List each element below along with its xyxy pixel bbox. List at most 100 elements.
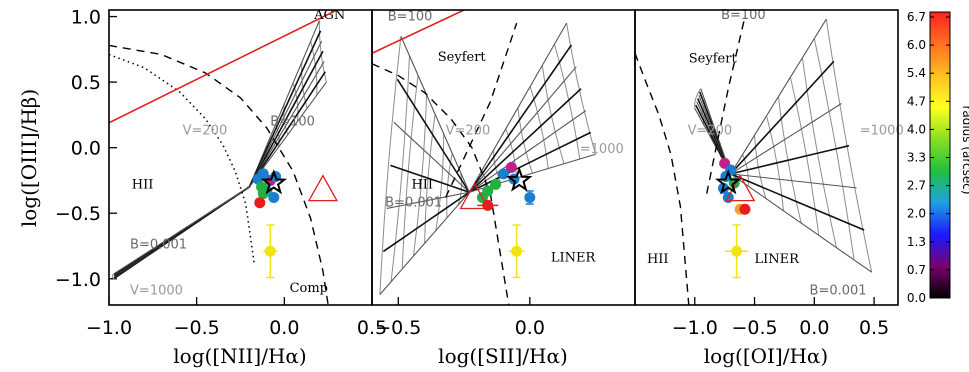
region-labels-sii: B=100 Seyfert HII V=200 B=0.001 =1000 LINER xyxy=(385,9,624,265)
colorbar-gradient xyxy=(929,11,951,299)
grid-line-velocity xyxy=(318,20,327,83)
grid-line-velocity xyxy=(301,62,308,109)
y-tick-label: −0.5 xyxy=(55,203,101,225)
data-point-radius-bin xyxy=(490,178,502,190)
region-label: B=0.001 xyxy=(130,238,187,253)
region-label: HII xyxy=(411,177,433,192)
region-label: =1000 xyxy=(580,142,624,157)
panel-frame-oi xyxy=(634,9,899,306)
triangle-marker xyxy=(459,182,490,210)
region-label: B=0.001 xyxy=(810,284,867,299)
x-tick-label: 0.0 xyxy=(515,317,545,339)
colorbar-tick-label: 2.0 xyxy=(907,207,926,221)
region-label: B=100 xyxy=(721,8,766,23)
star-marker-nucleus xyxy=(715,169,742,195)
panel-oi-ha: B=100 Seyfert V=200 =1000 HII LINER B=0.001 −1… xyxy=(634,8,904,368)
x-tick-label: −1.0 xyxy=(672,317,718,339)
panel-frame-nii xyxy=(108,9,373,306)
region-label: =1000 xyxy=(860,124,904,139)
x-axis-ticks-sii: −0.5 0.0 xyxy=(375,297,545,339)
data-point-radius-bin xyxy=(256,181,268,193)
colorbar-title: radius (arcsec) xyxy=(960,105,969,194)
boundary-curve xyxy=(109,10,338,124)
x-tick-label: 0.0 xyxy=(799,317,829,339)
region-label: Seyfert xyxy=(438,50,487,65)
data-point-radius-bin xyxy=(498,168,509,180)
boundary-curve xyxy=(372,10,465,54)
grid-line-velocity xyxy=(529,86,549,169)
grid-line-velocity xyxy=(493,149,502,183)
y-axis-title: log([OIII]/Hβ) xyxy=(17,89,41,227)
x-tick-label: 0.5 xyxy=(859,317,889,339)
data-point-radius-bin xyxy=(524,191,536,203)
panel-frame-sii xyxy=(371,9,636,306)
colorbar-ticks: 6.7 6.0 5.4 4.7 4.0 3.3 2.7 2.0 1.3 0.7 0.0 xyxy=(907,10,950,305)
x-tick-label: −1.0 xyxy=(86,317,132,339)
colorbar-tick-label: 4.0 xyxy=(907,122,926,136)
x-tick-label: 0.0 xyxy=(269,317,299,339)
model-grid-nii xyxy=(111,20,327,280)
region-label: LINER xyxy=(755,252,801,267)
boundary-curve xyxy=(635,53,690,305)
triangle-marker xyxy=(307,174,339,202)
x-axis-ticks-oi: −1.0 −0.5 0.0 0.5 xyxy=(672,297,889,339)
colorbar-tick-label: 2.7 xyxy=(907,179,926,193)
x-tick-label: 0.5 xyxy=(357,317,387,339)
colorbar-tick-label: 1.3 xyxy=(907,235,926,249)
x-tick-label: −0.5 xyxy=(174,317,220,339)
region-label: Comp xyxy=(290,281,328,296)
region-label: HII xyxy=(647,252,669,267)
grid-line-velocity xyxy=(517,107,533,174)
x-axis-title-nii: log([NII]/Hα) xyxy=(173,344,306,368)
colorbar-tick-label: 0.7 xyxy=(907,263,926,277)
x-axis-ticks-nii: −1.0 −0.5 0.0 0.5 xyxy=(86,297,387,339)
grid-line-magnetic xyxy=(400,36,596,193)
region-label: V=200 xyxy=(183,124,228,139)
panel-sii-ha: B=100 Seyfert HII V=200 B=0.001 =1000 LINER −0… xyxy=(371,9,636,368)
grid-line-velocity xyxy=(541,65,565,164)
region-label: LINER xyxy=(551,251,597,266)
boundary-curve xyxy=(109,44,329,305)
colorbar-tick-label: 5.4 xyxy=(907,66,926,80)
data-point-radius-bin xyxy=(268,191,280,203)
data-point-radius-bin xyxy=(482,199,494,211)
region-label: Seyfert xyxy=(689,51,738,66)
region-labels-oi: B=100 Seyfert V=200 =1000 HII LINER B=0.001 xyxy=(647,8,904,298)
star-marker-nucleus xyxy=(260,169,288,195)
grid-line-velocity xyxy=(111,273,115,280)
grid-line-velocity xyxy=(379,36,402,295)
radius-colorbar: 6.7 6.0 5.4 4.7 4.0 3.3 2.7 2.0 1.3 0.7 0.0 radius… xyxy=(907,10,969,305)
data-points-oi xyxy=(715,157,756,279)
boundary-curve xyxy=(706,16,746,194)
colorbar-tick-label: 6.7 xyxy=(907,10,926,24)
region-label: V=200 xyxy=(688,124,733,139)
region-labels-nii: AGN HII Comp B=100 V=200 B=0.001 V=1000 xyxy=(130,8,345,298)
grid-line-velocity xyxy=(292,82,299,122)
data-point-radius-bin xyxy=(254,197,266,209)
data-point-radius-bin xyxy=(739,203,751,215)
data-points-nii xyxy=(252,168,339,279)
grid-line-velocity xyxy=(694,88,702,109)
colorbar-tick-label: 6.0 xyxy=(907,38,926,52)
y-tick-label: 0.5 xyxy=(71,72,101,94)
y-tick-label: 0.0 xyxy=(71,138,101,160)
data-point-radius-bin xyxy=(264,245,276,257)
region-label: AGN xyxy=(313,8,345,23)
data-point-radius-bin xyxy=(511,245,523,257)
region-label: B=100 xyxy=(388,9,433,24)
boundary-curve xyxy=(445,22,518,198)
y-axis-ticks: 1.0 0.5 0.0 −0.5 −1.0 xyxy=(55,7,117,291)
x-tick-label: −0.5 xyxy=(375,317,421,339)
colorbar-tick-label: 4.7 xyxy=(907,94,926,108)
y-tick-label: −1.0 xyxy=(55,269,101,291)
grid-line-velocity xyxy=(505,128,518,179)
data-points-sii xyxy=(459,161,536,279)
y-tick-label: 1.0 xyxy=(71,7,101,29)
grid-line-velocity xyxy=(310,41,318,96)
colorbar-tick-label: 3.3 xyxy=(907,151,926,165)
data-point-radius-bin xyxy=(731,245,743,257)
data-point-radius-bin xyxy=(505,161,517,173)
grid-line-velocity xyxy=(566,23,597,155)
boundary-curves-nii xyxy=(109,10,338,305)
